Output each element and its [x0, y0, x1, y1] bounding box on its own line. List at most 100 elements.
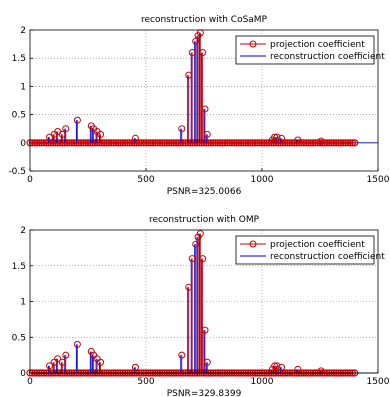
zero-marker — [237, 139, 245, 147]
zero-marker — [35, 139, 43, 147]
zero-marker — [300, 139, 308, 147]
projection-point — [192, 240, 200, 248]
zero-marker — [33, 139, 41, 147]
projection-point — [73, 116, 81, 124]
zero-marker — [102, 139, 111, 147]
zero-marker — [156, 139, 164, 147]
zero-marker — [253, 139, 261, 147]
projection-point — [62, 125, 70, 133]
zero-marker — [28, 139, 36, 147]
zero-marker — [126, 139, 134, 147]
zero-marker — [105, 139, 113, 147]
zero-marker — [154, 139, 162, 147]
x-tick-label: 1000 — [251, 377, 274, 387]
zero-marker — [307, 139, 315, 147]
legend-label-reconstruction: reconstruction coefficient — [270, 252, 385, 262]
projection-point — [73, 340, 81, 348]
projection-point — [273, 362, 281, 370]
projection-point — [185, 71, 193, 79]
projection-point — [97, 130, 105, 138]
y-tick-label: 2 — [20, 26, 26, 36]
projection-point — [317, 137, 325, 145]
y-tick-label: 1 — [20, 298, 26, 308]
projection-point — [87, 348, 95, 356]
zero-marker — [207, 139, 215, 147]
projection-point — [93, 355, 101, 363]
zero-marker — [242, 139, 250, 147]
zero-marker — [209, 139, 217, 147]
projection-point — [199, 49, 207, 57]
zero-marker — [40, 139, 48, 147]
projection-point — [203, 358, 211, 366]
projection-point — [271, 362, 279, 370]
zero-marker — [330, 139, 338, 147]
axes-frame — [29, 229, 379, 374]
projection-point — [268, 365, 276, 373]
zero-marker — [82, 139, 90, 147]
zero-marker — [235, 139, 243, 147]
projection-point — [271, 133, 279, 141]
zero-marker — [142, 139, 150, 147]
zero-marker — [251, 139, 259, 147]
zero-marker — [321, 139, 329, 147]
zero-marker — [221, 139, 229, 147]
projection-point — [201, 105, 209, 113]
y-tick-label: 0 — [20, 369, 26, 379]
projection-point — [50, 358, 58, 366]
zero-marker — [288, 139, 296, 147]
zero-marker — [31, 139, 39, 147]
x-tick-label: 1500 — [367, 175, 390, 185]
zero-marker — [249, 139, 257, 147]
zero-marker — [223, 139, 231, 147]
projection-point — [273, 133, 281, 141]
zero-marker — [91, 139, 99, 147]
projection-point — [131, 134, 139, 142]
zero-marker — [100, 139, 108, 147]
zero-marker — [228, 139, 236, 147]
zero-marker — [316, 139, 324, 147]
projection-point — [203, 130, 211, 138]
zero-marker — [68, 139, 76, 147]
zero-marker — [212, 139, 220, 147]
zero-marker — [258, 139, 266, 147]
zero-marker — [230, 139, 238, 147]
zero-marker — [79, 139, 87, 147]
zero-marker — [239, 139, 248, 147]
zero-marker — [256, 139, 264, 147]
x-axis-label: PSNR=329.8399 — [167, 389, 242, 397]
projection-point — [131, 363, 139, 371]
projection-point — [194, 233, 202, 241]
x-tick-label: 500 — [137, 377, 154, 387]
zero-marker — [328, 139, 336, 147]
legend-marker-projection — [249, 40, 257, 48]
y-tick-label: 0 — [20, 139, 26, 149]
zero-marker — [172, 139, 180, 147]
zero-marker — [77, 139, 85, 147]
zero-marker — [325, 139, 333, 147]
x-tick-label: 1500 — [367, 377, 390, 387]
zero-marker — [344, 139, 352, 147]
x-axis-label: PSNR=325.0066 — [167, 187, 242, 197]
zero-marker — [51, 139, 60, 147]
zero-marker — [346, 139, 354, 147]
zero-marker — [283, 139, 292, 147]
zero-marker — [149, 139, 157, 147]
projection-point — [62, 351, 70, 359]
zero-marker — [114, 139, 122, 147]
zero-marker — [334, 139, 343, 147]
zero-marker — [65, 139, 74, 147]
zero-marker — [286, 139, 294, 147]
zero-marker — [348, 139, 357, 147]
chart-title: reconstruction with CoSaMP — [141, 15, 268, 25]
zero-marker — [218, 139, 227, 147]
projection-point — [97, 358, 105, 366]
zero-marker — [318, 139, 326, 147]
y-tick-label: 1.5 — [12, 54, 26, 64]
projection-point — [196, 230, 204, 238]
zero-marker — [214, 139, 222, 147]
y-tick-label: 0.5 — [12, 333, 26, 343]
zero-marker — [165, 139, 173, 147]
zero-marker — [302, 139, 310, 147]
zero-marker — [279, 139, 287, 147]
